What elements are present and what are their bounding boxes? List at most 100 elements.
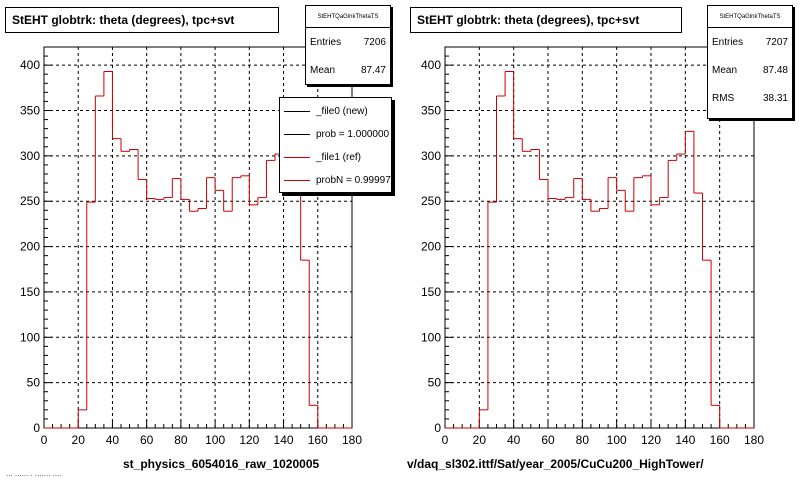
y-tick-label: 50 [27, 376, 41, 390]
histogram-bin [513, 71, 523, 140]
y-tick-label: 100 [20, 330, 40, 344]
histogram-bin [650, 175, 660, 206]
stats-histogram-name: StEHTQaGlnkThetaTS [306, 6, 390, 28]
histogram-bin [86, 201, 96, 410]
histogram-bin [188, 199, 198, 212]
legend-entry: _file1 (ref) [280, 146, 391, 169]
y-tick-label: 300 [421, 149, 441, 163]
stats-box-left[interactable]: StEHTQaGlnkThetaTS Entries 7206 Mean 87.… [305, 5, 391, 85]
histogram-bin [300, 193, 310, 261]
histogram-bin [146, 179, 156, 199]
x-tick-label: 0 [41, 433, 48, 447]
stats-row-rms: RMS 38.31 [708, 84, 792, 112]
x-tick-label: 160 [710, 433, 730, 447]
stats-label: Entries [310, 36, 342, 48]
histogram-bin [676, 153, 686, 161]
histogram-bin [265, 159, 275, 198]
y-tick-label: 50 [428, 376, 442, 390]
stats-row-entries: Entries 7207 [708, 28, 792, 56]
histogram-bin [478, 409, 488, 428]
legend-label: probN = 0.999974 [316, 175, 391, 186]
chart-title-right: StEHT globtrk: theta (degrees), tpc+svt [410, 7, 682, 33]
y-tick-label: 150 [20, 285, 40, 299]
x-tick-label: 20 [473, 433, 487, 447]
histogram-bin [496, 95, 506, 203]
x-tick-label: 60 [541, 433, 555, 447]
histogram-bin [556, 198, 566, 200]
stats-label: Mean [712, 64, 738, 76]
histogram-bin [223, 190, 233, 212]
x-tick-label: 120 [239, 433, 259, 447]
histogram-bin [667, 159, 677, 198]
histogram-bin [547, 179, 557, 199]
y-tick-label: 0 [33, 421, 40, 435]
stats-value: 7207 [765, 36, 788, 48]
histogram-bin [487, 201, 497, 410]
stats-label: RMS [712, 92, 735, 104]
histogram-bin [684, 130, 694, 155]
x-tick-label: 40 [106, 433, 120, 447]
x-tick-label: 180 [342, 433, 362, 447]
x-tick-label: 0 [442, 433, 449, 447]
x-tick-label: 80 [576, 433, 590, 447]
y-tick-label: 200 [20, 240, 40, 254]
x-tick-label: 140 [274, 433, 294, 447]
histogram-bin [702, 193, 712, 261]
histogram-bin [171, 178, 181, 198]
histogram-bin [633, 177, 643, 212]
histogram-bin [77, 409, 87, 428]
chart-title-left: StEHT globtrk: theta (degrees), tpc+svt [5, 7, 279, 33]
histogram-bin [257, 197, 267, 205]
histogram-bin [129, 149, 139, 152]
histogram-bin [659, 197, 669, 205]
histogram-bin [163, 197, 173, 200]
histogram-bin [197, 207, 207, 212]
stats-box-right[interactable]: StEHTQaGlnkThetaTS Entries 7207 Mean 87.… [707, 5, 793, 119]
cropped-caption-text: ... ...... . ....... .... [6, 469, 62, 478]
x-tick-label: 120 [641, 433, 661, 447]
y-tick-label: 250 [20, 194, 40, 208]
legend-line-swatch [284, 157, 310, 158]
y-tick-label: 300 [20, 149, 40, 163]
histogram-panel-right: 0 20 40 60 80 100 120 140 160 180 0 50 100 150 200 250 3… [421, 46, 764, 447]
histogram-bin [641, 175, 651, 178]
histogram-bin [137, 149, 147, 180]
x-tick-label: 80 [174, 433, 188, 447]
y-tick-label: 400 [421, 58, 441, 72]
stats-label: Entries [712, 36, 744, 48]
histogram-bin [317, 405, 327, 429]
legend-entry: probN = 0.999974 [280, 169, 391, 192]
histogram-bin [710, 260, 720, 406]
histogram-bin [180, 178, 190, 200]
histogram-bin [530, 149, 540, 152]
histogram-bin [616, 177, 626, 191]
histogram-bin [94, 95, 104, 203]
legend-line-swatch [284, 134, 310, 135]
legend-box[interactable]: _file0 (new) prob = 1.000000 _file1 (ref… [279, 97, 392, 193]
y-tick-label: 350 [421, 104, 441, 118]
histogram-bin [214, 177, 224, 191]
x-tick-label: 100 [607, 433, 627, 447]
x-tick-label: 160 [308, 433, 328, 447]
histogram-bin [206, 177, 216, 209]
histogram-bin [581, 178, 591, 200]
x-tick-label: 180 [744, 433, 764, 447]
stats-value: 87.48 [762, 64, 788, 76]
histogram-bin [693, 131, 703, 194]
x-tick-label: 20 [72, 433, 86, 447]
y-tick-label: 0 [434, 421, 441, 435]
y-tick-label: 350 [20, 104, 40, 118]
histogram-bin [599, 207, 609, 212]
legend-line-swatch [284, 180, 310, 181]
legend-label: prob = 1.000000 [316, 129, 390, 140]
legend-label: _file0 (new) [316, 106, 368, 117]
stats-row-mean: Mean 87.47 [306, 56, 390, 84]
histogram-bin [504, 70, 514, 96]
stats-value: 87.47 [360, 64, 386, 76]
histogram-bin [573, 178, 583, 198]
legend-label: _file1 (ref) [316, 152, 362, 163]
y-tick-label: 200 [421, 240, 441, 254]
histogram-bin [103, 70, 113, 96]
histogram-bin [111, 71, 121, 140]
